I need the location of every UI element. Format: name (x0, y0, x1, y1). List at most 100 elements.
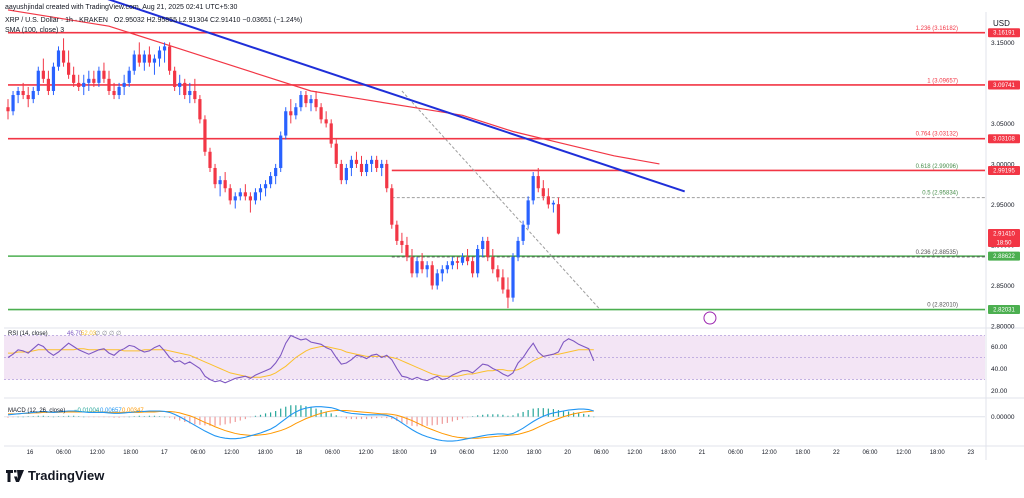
bullish-candle[interactable] (294, 103, 298, 120)
bearish-candle[interactable] (501, 269, 505, 294)
sma-legend[interactable]: SMA (100, close) 3 (5, 27, 65, 34)
bearish-candle[interactable] (405, 236, 409, 262)
bearish-candle[interactable] (486, 236, 490, 262)
tradingview-logo[interactable]: TradingView (6, 468, 104, 483)
bullish-candle[interactable] (309, 95, 313, 112)
bearish-candle[interactable] (359, 155, 364, 177)
bearish-candle[interactable] (72, 66, 76, 87)
bullish-candle[interactable] (435, 269, 439, 290)
bearish-candle[interactable] (304, 90, 308, 108)
bearish-candle[interactable] (506, 277, 510, 309)
bearish-candle[interactable] (319, 103, 323, 124)
bearish-candle[interactable] (92, 70, 96, 87)
bullish-candle[interactable] (415, 257, 419, 278)
bearish-candle[interactable] (46, 70, 50, 96)
bullish-candle[interactable] (36, 66, 40, 96)
bearish-candle[interactable] (41, 58, 45, 83)
bullish-candle[interactable] (511, 253, 515, 302)
bearish-candle[interactable] (198, 95, 202, 124)
bullish-candle[interactable] (178, 74, 182, 96)
bullish-candle[interactable] (380, 159, 384, 177)
bullish-candle[interactable] (370, 155, 374, 173)
bullish-candle[interactable] (127, 66, 131, 87)
bullish-candle[interactable] (97, 66, 101, 87)
bullish-candle[interactable] (269, 172, 273, 189)
bullish-candle[interactable] (349, 155, 353, 177)
replay-icon[interactable] (703, 311, 717, 325)
bearish-candle[interactable] (491, 249, 495, 274)
bullish-candle[interactable] (253, 188, 258, 205)
bearish-candle[interactable] (455, 257, 460, 270)
bullish-candle[interactable] (162, 42, 167, 63)
bearish-candle[interactable] (465, 249, 470, 266)
bearish-candle[interactable] (420, 253, 424, 274)
bearish-candle[interactable] (339, 159, 343, 185)
bearish-candle[interactable] (168, 42, 172, 75)
bullish-candle[interactable] (440, 265, 444, 282)
bullish-candle[interactable] (274, 163, 278, 185)
sma-100-line[interactable] (7, 9, 660, 165)
bearish-candle[interactable] (223, 172, 227, 193)
bearish-candle[interactable] (556, 197, 561, 235)
bearish-candle[interactable] (385, 159, 389, 193)
rsi-line[interactable] (7, 334, 595, 384)
bearish-candle[interactable] (183, 78, 187, 100)
bullish-candle[interactable] (279, 131, 283, 173)
bullish-candle[interactable] (122, 74, 126, 96)
bearish-trendline[interactable] (104, 0, 686, 193)
bullish-candle[interactable] (299, 90, 303, 112)
bearish-candle[interactable] (107, 70, 111, 96)
bullish-candle[interactable] (16, 86, 20, 104)
bullish-candle[interactable] (51, 62, 56, 96)
bullish-candle[interactable] (425, 261, 429, 278)
bullish-candle[interactable] (526, 196, 530, 229)
bullish-candle[interactable] (157, 46, 162, 67)
bearish-candle[interactable] (390, 184, 394, 229)
bullish-candle[interactable] (233, 192, 237, 209)
bearish-candle[interactable] (6, 99, 10, 120)
macd-line[interactable] (7, 406, 594, 442)
bearish-candle[interactable] (546, 188, 550, 209)
bullish-candle[interactable] (142, 50, 146, 71)
fib-anchor-line[interactable] (401, 90, 600, 309)
bearish-candle[interactable] (203, 115, 207, 156)
bullish-candle[interactable] (445, 261, 449, 274)
bullish-candle[interactable] (450, 257, 454, 270)
bearish-candle[interactable] (61, 38, 66, 67)
bearish-candle[interactable] (375, 155, 379, 173)
bullish-candle[interactable] (344, 163, 348, 185)
bearish-candle[interactable] (193, 78, 197, 104)
bearish-candle[interactable] (541, 180, 545, 201)
bearish-candle[interactable] (26, 86, 30, 108)
bullish-candle[interactable] (152, 54, 157, 75)
bearish-candle[interactable] (102, 62, 106, 83)
bullish-candle[interactable] (364, 159, 369, 177)
bullish-candle[interactable] (117, 82, 121, 100)
bullish-candle[interactable] (56, 46, 61, 71)
bearish-candle[interactable] (173, 66, 177, 91)
bullish-candle[interactable] (476, 244, 480, 278)
bullish-candle[interactable] (82, 74, 86, 96)
bearish-candle[interactable] (112, 82, 116, 100)
bullish-candle[interactable] (11, 90, 15, 116)
bullish-candle[interactable] (284, 107, 288, 140)
bullish-candle[interactable] (551, 200, 555, 213)
bearish-candle[interactable] (400, 232, 404, 254)
bullish-candle[interactable] (460, 253, 465, 266)
bearish-candle[interactable] (289, 99, 293, 124)
bullish-candle[interactable] (258, 184, 263, 201)
bearish-candle[interactable] (536, 167, 540, 193)
bearish-candle[interactable] (471, 257, 475, 278)
bullish-candle[interactable] (87, 70, 91, 91)
bearish-candle[interactable] (228, 184, 232, 205)
bearish-candle[interactable] (410, 249, 414, 278)
bearish-candle[interactable] (21, 82, 25, 100)
bearish-candle[interactable] (147, 46, 151, 67)
bullish-candle[interactable] (132, 50, 136, 75)
bearish-candle[interactable] (496, 265, 500, 282)
bullish-candle[interactable] (531, 172, 535, 205)
bearish-candle[interactable] (77, 74, 81, 91)
bearish-candle[interactable] (354, 151, 359, 168)
bullish-candle[interactable] (481, 236, 485, 258)
bearish-candle[interactable] (67, 50, 71, 79)
